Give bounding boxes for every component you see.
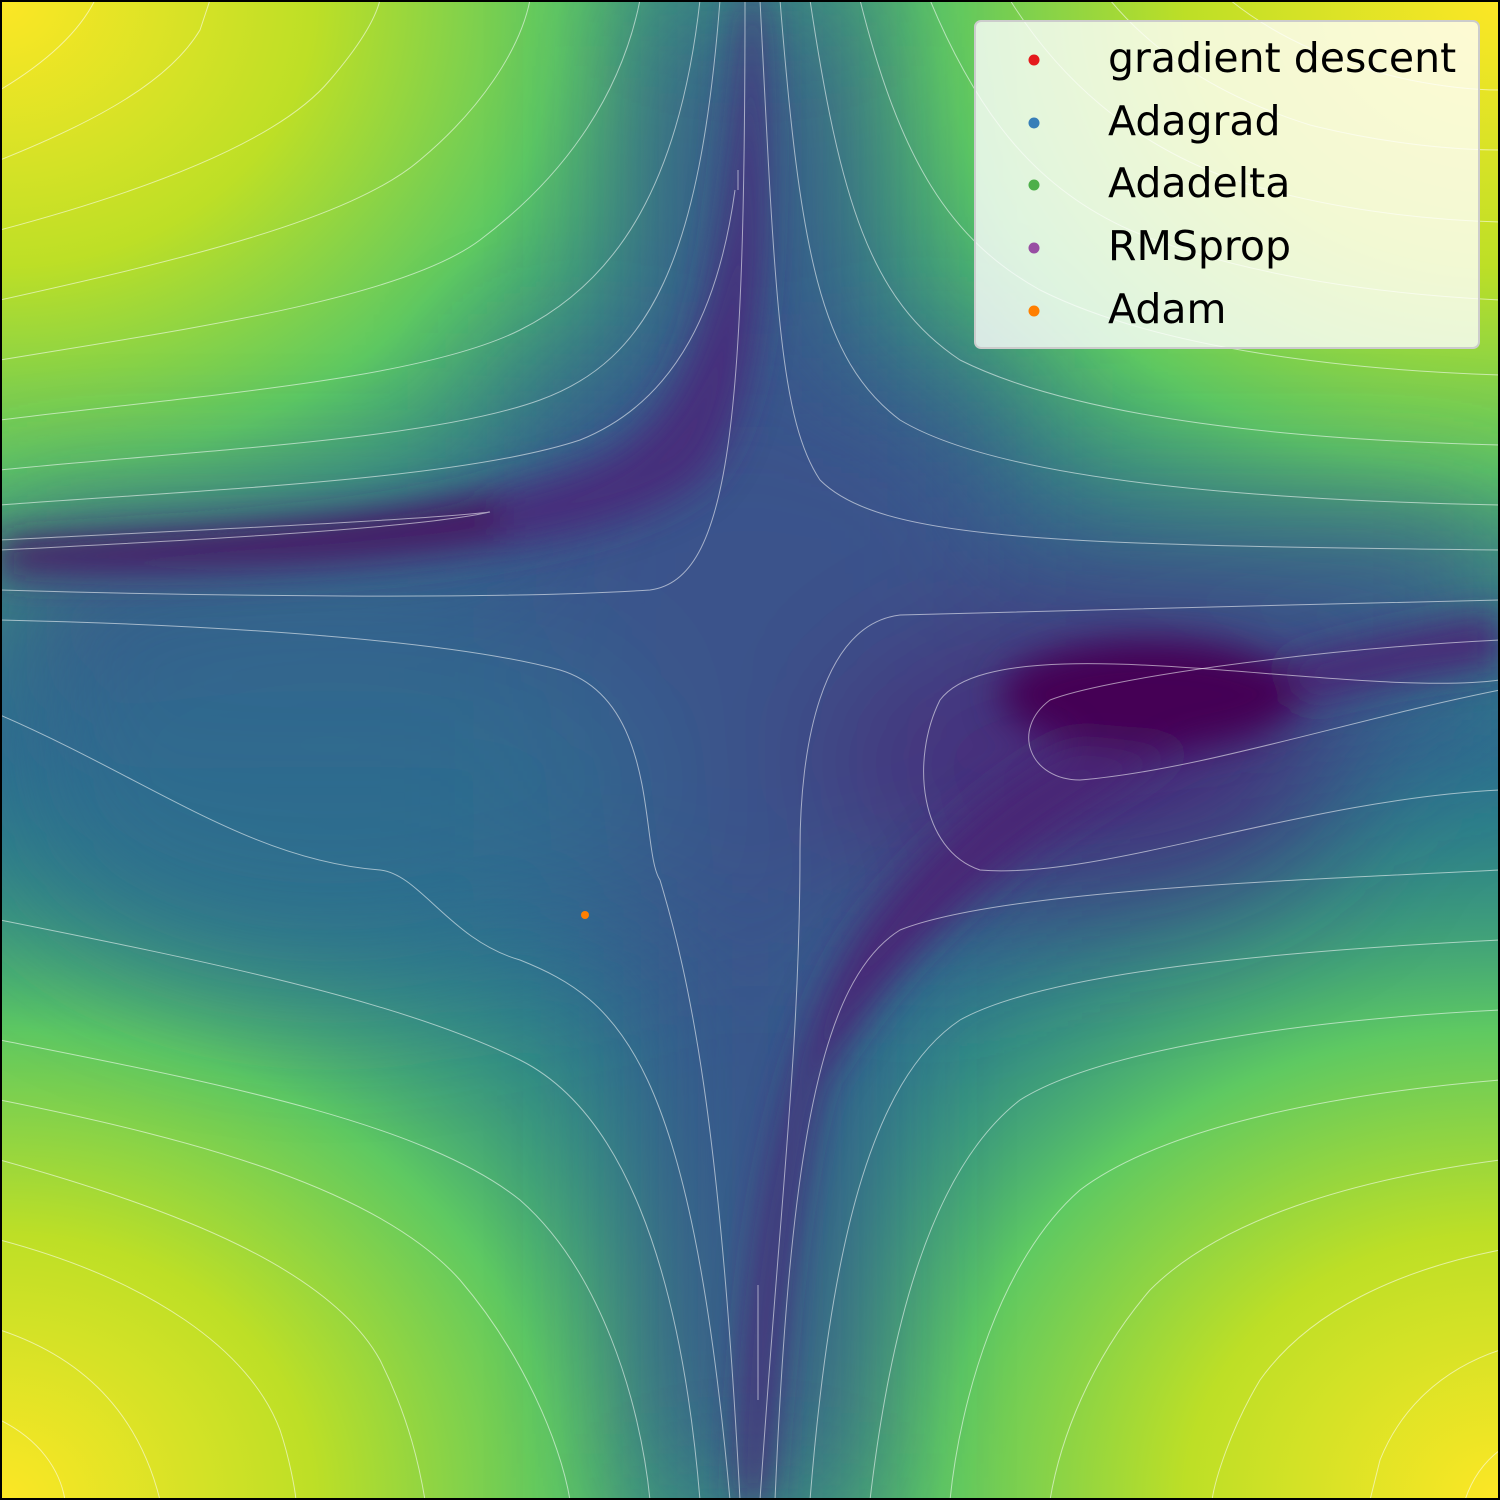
- legend-marker: [1028, 305, 1040, 317]
- legend-entry: Adadelta: [1028, 159, 1290, 207]
- legend-entry: Adam: [1028, 285, 1226, 333]
- legend-label: Adam: [1108, 285, 1226, 333]
- legend-label: Adadelta: [1108, 159, 1290, 207]
- optimizer-point: [581, 911, 589, 919]
- legend-entry: gradient descent: [1028, 34, 1456, 82]
- legend-marker: [1028, 117, 1040, 129]
- legend: gradient descent Adagrad Adadelta RMSpro…: [974, 20, 1480, 349]
- legend-box: [974, 20, 1480, 349]
- legend-label: Adagrad: [1108, 97, 1281, 145]
- legend-label: gradient descent: [1108, 34, 1456, 82]
- legend-marker: [1028, 179, 1040, 191]
- optimizer-points: [581, 911, 589, 919]
- legend-label: RMSprop: [1108, 222, 1291, 270]
- legend-marker: [1028, 54, 1040, 66]
- legend-entry: Adagrad: [1028, 97, 1281, 145]
- legend-marker: [1028, 242, 1040, 254]
- legend-entry: RMSprop: [1028, 222, 1291, 270]
